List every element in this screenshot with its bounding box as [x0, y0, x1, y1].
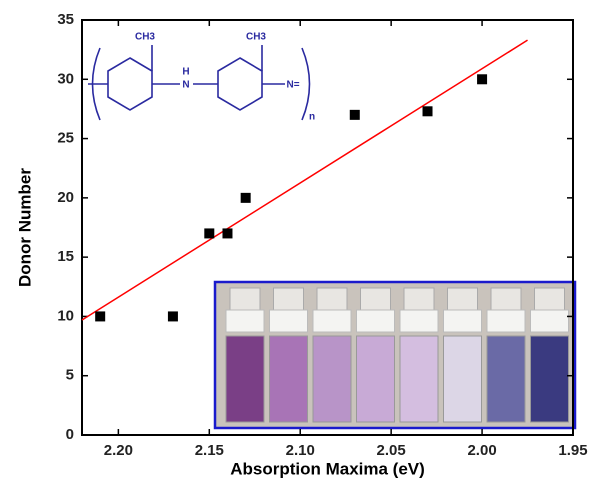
y-tick-label: 30	[57, 70, 74, 87]
y-tick-label: 10	[57, 307, 74, 324]
data-point	[423, 106, 433, 116]
x-tick-label: 1.95	[558, 442, 587, 459]
ring	[218, 58, 262, 110]
x-tick-label: 2.10	[286, 442, 315, 459]
y-tick-label: 0	[66, 426, 74, 443]
x-tick-label: 2.05	[377, 442, 406, 459]
bottle-neck	[444, 310, 482, 332]
structure-label: H	[182, 67, 189, 78]
structure	[88, 45, 310, 120]
bottle-cap	[491, 288, 521, 310]
data-point	[168, 311, 178, 321]
bottle-liquid	[487, 336, 525, 422]
bottle-cap	[274, 288, 304, 310]
structure-label: CH3	[246, 32, 266, 43]
y-tick-label: 25	[57, 130, 74, 147]
y-tick-label: 35	[57, 11, 74, 28]
bottle-neck	[226, 310, 264, 332]
bottle-neck	[270, 310, 308, 332]
structure-label: n	[309, 112, 315, 123]
ring	[108, 58, 152, 110]
bottle-liquid	[226, 336, 264, 422]
bottle-liquid	[444, 336, 482, 422]
bottle-cap	[448, 288, 478, 310]
fit-line	[82, 40, 528, 320]
data-point	[204, 228, 214, 238]
bottle-cap	[404, 288, 434, 310]
data-point	[222, 228, 232, 238]
bottle-neck	[531, 310, 569, 332]
bottle-liquid	[531, 336, 569, 422]
x-tick-label: 2.00	[467, 442, 496, 459]
bottle-neck	[487, 310, 525, 332]
bottle-liquid	[270, 336, 308, 422]
y-tick-label: 15	[57, 248, 74, 265]
y-tick-label: 5	[66, 367, 74, 384]
bottle-cap	[230, 288, 260, 310]
bottle-liquid	[357, 336, 395, 422]
bottle-neck	[313, 310, 351, 332]
chart: CH3 CH3 HN N= n 0 5 10 15 20 25 30 35 2.20 2.15 2.10 2.0…	[0, 0, 605, 493]
data-point	[477, 74, 487, 84]
y-axis-title: Donor Number	[15, 168, 34, 287]
x-tick-label: 2.20	[104, 442, 133, 459]
bottle-neck	[357, 310, 395, 332]
bottle-cap	[317, 288, 347, 310]
bottle-neck	[400, 310, 438, 332]
structure-label: N=	[286, 80, 299, 91]
bottle-cap	[535, 288, 565, 310]
bracket	[302, 48, 310, 120]
x-axis-title: Absorption Maxima (eV)	[230, 459, 425, 478]
data-point	[241, 193, 251, 203]
bottle-liquid	[400, 336, 438, 422]
structure-label: N	[182, 80, 189, 91]
data-point	[350, 110, 360, 120]
structure-label: CH3	[135, 32, 155, 43]
data-point	[95, 311, 105, 321]
bottle-cap	[361, 288, 391, 310]
x-tick-label: 2.15	[195, 442, 224, 459]
bottle-liquid	[313, 336, 351, 422]
y-tick-label: 20	[57, 189, 74, 206]
